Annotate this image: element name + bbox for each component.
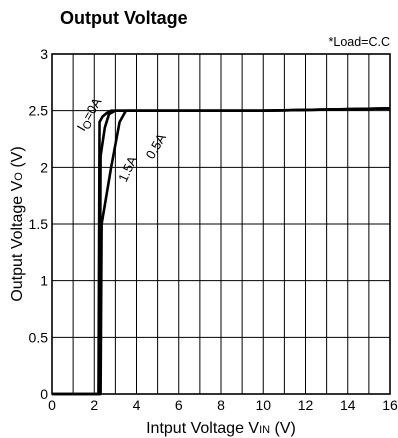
y-tick-label: 0 (40, 386, 48, 402)
x-tick-label: 10 (255, 397, 271, 413)
y-tick-label: 1 (40, 273, 48, 289)
x-tick-label: 12 (298, 397, 314, 413)
y-tick-label: 2 (40, 159, 48, 175)
y-tick-label: 0.5 (29, 329, 49, 345)
load-annotation: *Load=C.C (329, 35, 391, 49)
x-tick-label: 4 (133, 397, 141, 413)
x-tick-label: 8 (217, 397, 225, 413)
series-label-0.5a: 0.5A (143, 131, 170, 162)
series-lines (52, 107, 391, 396)
x-axis-label: Intput Voltage VIN (V) (146, 420, 296, 437)
y-tick-label: 1.5 (29, 216, 49, 232)
x-tick-label: 14 (340, 397, 356, 413)
x-tick-label: 0 (48, 397, 56, 413)
series-label-io-0a: IO=0A (74, 95, 108, 135)
y-tick-label: 2.5 (29, 103, 49, 119)
y-tick-labels: 0 0.5 1 1.5 2 2.5 3 (29, 46, 49, 402)
x-tick-labels: 0 2 4 6 8 10 12 14 16 (48, 397, 398, 413)
x-tick-label: 6 (175, 397, 183, 413)
chart-title: Output Voltage (60, 8, 188, 28)
y-tick-label: 3 (40, 46, 48, 62)
plot-frame (51, 53, 391, 395)
y-axis-label: Output Voltage VO (V) (9, 146, 26, 301)
series-line-1.5a (52, 107, 391, 396)
x-tick-label: 2 (90, 397, 98, 413)
x-tick-label: 16 (382, 397, 398, 413)
